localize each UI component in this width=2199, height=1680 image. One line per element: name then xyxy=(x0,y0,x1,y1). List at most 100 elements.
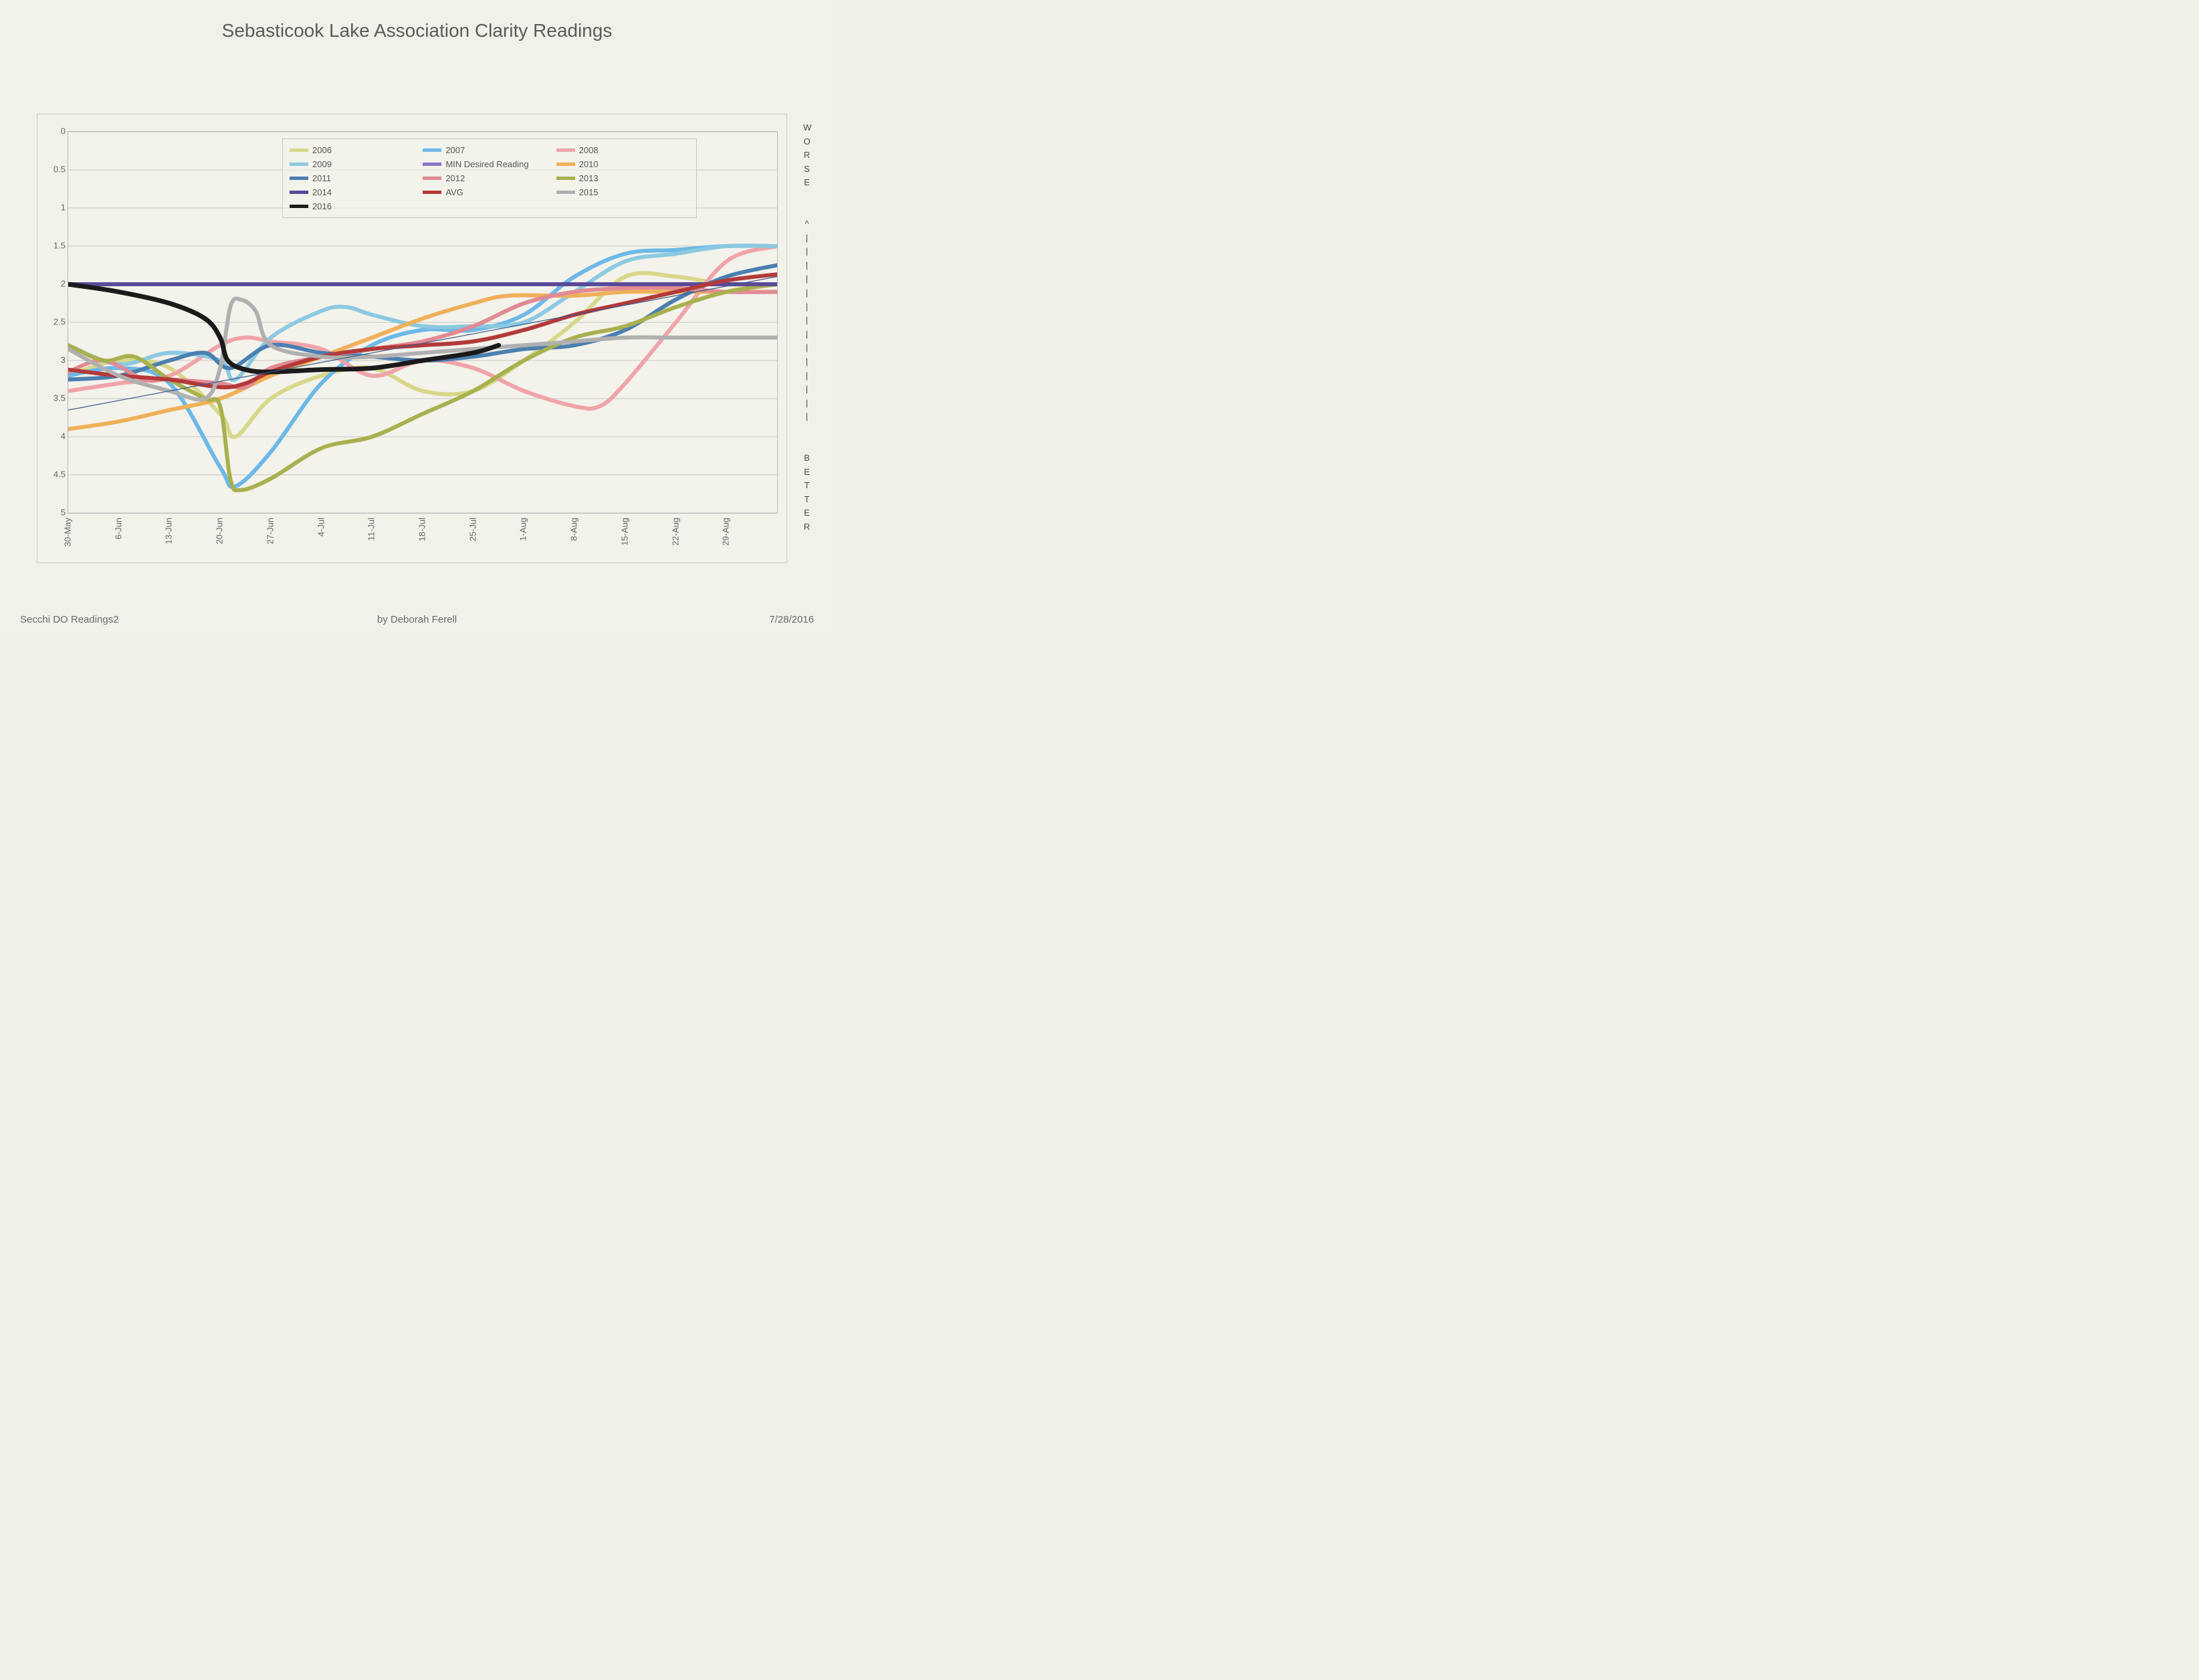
legend-swatch xyxy=(556,163,575,166)
footer-center: by Deborah Ferell xyxy=(0,614,834,625)
axis-side-label-char: | xyxy=(803,315,811,325)
axis-side-label-char: | xyxy=(803,246,811,256)
xtick-label: 20-Jun xyxy=(215,518,225,544)
legend-label: 2012 xyxy=(445,173,465,183)
ytick-label: 3 xyxy=(42,355,66,365)
legend-label: MIN Desired Reading xyxy=(445,159,528,169)
axis-side-label-char: | xyxy=(803,260,811,270)
ytick-label: 2 xyxy=(42,279,66,289)
legend-item-2014: 2014 xyxy=(290,187,423,197)
axis-side-label-char xyxy=(803,439,811,449)
xtick-label: 30-May xyxy=(63,518,73,546)
ytick-label: 2.5 xyxy=(42,317,66,327)
legend: 2006 2007 2008 2009 MIN Desired Reading 2010 2… xyxy=(282,138,697,218)
legend-item-2011: 2011 xyxy=(290,173,423,183)
axis-side-label-char: B xyxy=(803,453,811,463)
legend-label: 2008 xyxy=(579,145,599,155)
legend-label: 2009 xyxy=(312,159,332,169)
axis-side-label-char: E xyxy=(803,467,811,477)
legend-label: AVG xyxy=(445,187,463,197)
legend-swatch xyxy=(423,148,441,152)
legend-swatch xyxy=(290,205,308,208)
xtick-label: 6-Jun xyxy=(113,518,123,540)
axis-side-label-char: | xyxy=(803,342,811,352)
legend-swatch xyxy=(290,191,308,194)
legend-swatch xyxy=(290,177,308,180)
axis-side-label-char: | xyxy=(803,356,811,366)
axis-side-label-char: E xyxy=(803,177,811,187)
legend-item-2009: 2009 xyxy=(290,159,423,169)
xtick-label: 18-Jul xyxy=(417,518,427,541)
ytick-label: 3.5 xyxy=(42,393,66,403)
legend-swatch xyxy=(556,191,575,194)
axis-side-label-char: | xyxy=(803,302,811,312)
axis-side-label-char: R xyxy=(803,150,811,160)
axis-side-label-char xyxy=(803,425,811,435)
xtick-label: 13-Jun xyxy=(164,518,174,544)
legend-label: 2011 xyxy=(312,173,331,183)
xtick-label: 8-Aug xyxy=(569,518,579,541)
legend-swatch xyxy=(556,148,575,152)
xtick-label: 25-Jul xyxy=(467,518,478,541)
ytick-label: 1.5 xyxy=(42,241,66,251)
axis-side-label-char: | xyxy=(803,384,811,394)
axis-side-label-char: | xyxy=(803,329,811,339)
legend-label: 2013 xyxy=(579,173,599,183)
xtick-label: 4-Jul xyxy=(316,518,326,536)
legend-swatch xyxy=(423,191,441,194)
ytick-label: 5 xyxy=(42,508,66,518)
legend-swatch xyxy=(290,148,308,152)
xtick-label: 29-Aug xyxy=(721,518,731,546)
axis-side-label-char: S xyxy=(803,164,811,174)
legend-item-2007: 2007 xyxy=(423,145,556,155)
ytick-label: 4 xyxy=(42,431,66,441)
axis-side-label-char: | xyxy=(803,274,811,284)
legend-item-2008: 2008 xyxy=(556,145,690,155)
axis-side-label-char: W xyxy=(803,122,811,132)
xtick-label: 1-Aug xyxy=(518,518,528,541)
chart-container: 2006 2007 2008 2009 MIN Desired Reading 2010 2… xyxy=(37,114,787,563)
axis-side-label-char xyxy=(803,205,811,215)
ytick-label: 1 xyxy=(42,203,66,213)
legend-item-2006: 2006 xyxy=(290,145,423,155)
chart-title: Sebasticook Lake Association Clarity Rea… xyxy=(0,20,834,41)
legend-swatch xyxy=(423,177,441,180)
axis-side-label-char: | xyxy=(803,371,811,381)
axis-side-label-char: | xyxy=(803,233,811,243)
legend-item-AVG: AVG xyxy=(423,187,556,197)
legend-item-MIN Desired Reading: MIN Desired Reading xyxy=(423,159,556,169)
axis-side-label-char: ^ xyxy=(803,219,811,229)
legend-swatch xyxy=(556,177,575,180)
legend-label: 2015 xyxy=(579,187,599,197)
axis-side-label-char: T xyxy=(803,494,811,504)
legend-label: 2007 xyxy=(445,145,465,155)
legend-label: 2016 xyxy=(312,201,332,211)
plot-area: 2006 2007 2008 2009 MIN Desired Reading 2010 2… xyxy=(68,131,778,514)
axis-side-label-char xyxy=(803,191,811,201)
axis-side-label-char: O xyxy=(803,136,811,146)
legend-item-2016: 2016 xyxy=(290,201,423,211)
axis-side-label-char: R xyxy=(803,522,811,532)
footer-right: 7/28/2016 xyxy=(769,614,814,625)
page-root: Sebasticook Lake Association Clarity Rea… xyxy=(0,0,834,637)
legend-label: 2014 xyxy=(312,187,332,197)
legend-swatch xyxy=(423,163,441,166)
axis-side-label-char: | xyxy=(803,411,811,421)
legend-label: 2010 xyxy=(579,159,599,169)
axis-side-label-char: E xyxy=(803,508,811,518)
ytick-label: 4.5 xyxy=(42,469,66,480)
xtick-label: 15-Aug xyxy=(619,518,629,546)
legend-swatch xyxy=(290,163,308,166)
xtick-label: 22-Aug xyxy=(670,518,680,546)
axis-side-label-char: | xyxy=(803,288,811,298)
series-2007 xyxy=(68,246,777,488)
legend-label: 2006 xyxy=(312,145,332,155)
legend-item-2015: 2015 xyxy=(556,187,690,197)
ytick-label: 0 xyxy=(42,126,66,136)
axis-side-label-char: T xyxy=(803,480,811,490)
legend-item-2013: 2013 xyxy=(556,173,690,183)
xtick-label: 11-Jul xyxy=(366,518,377,540)
legend-item-2012: 2012 xyxy=(423,173,556,183)
ytick-label: 0.5 xyxy=(42,165,66,175)
legend-item-2010: 2010 xyxy=(556,159,690,169)
